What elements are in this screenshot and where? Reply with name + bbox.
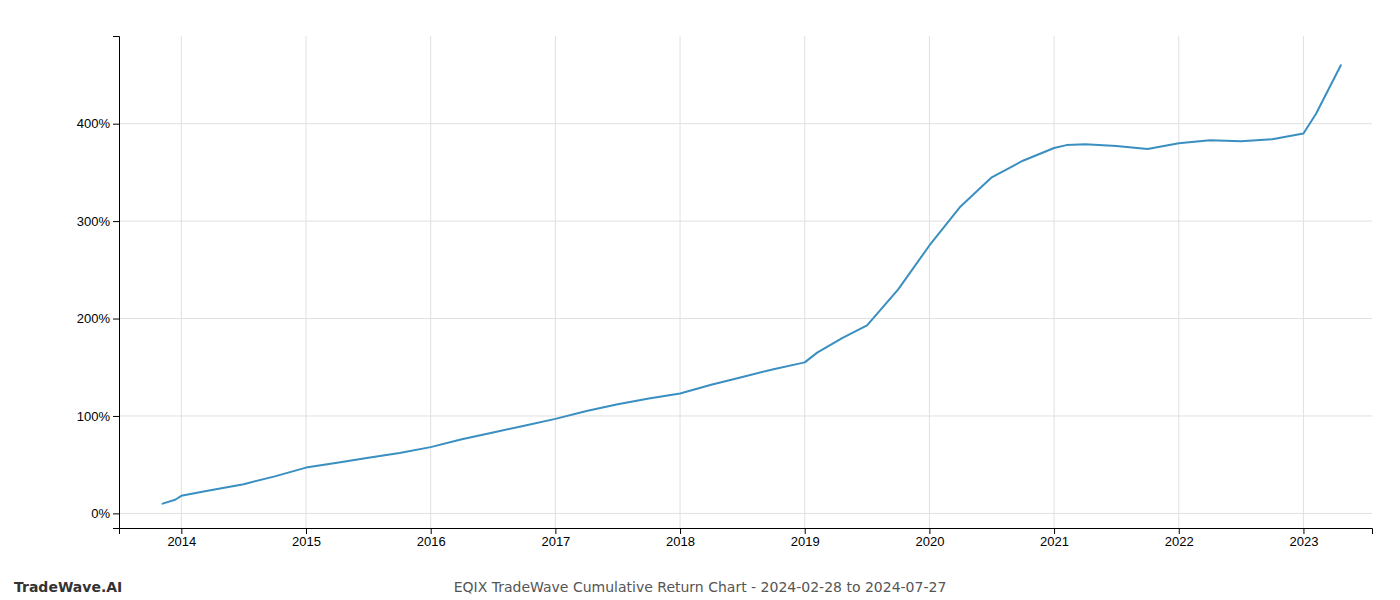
y-tick-label: 0% — [91, 506, 110, 521]
grid-line — [555, 36, 556, 528]
x-tick-mark — [431, 528, 432, 534]
x-tick: 2022 — [1165, 528, 1194, 549]
x-tick: 2017 — [541, 528, 570, 549]
grid-line — [119, 415, 1372, 416]
x-tick: 2016 — [417, 528, 446, 549]
x-tick-label: 2014 — [167, 534, 196, 549]
grid-line — [306, 36, 307, 528]
x-tick-label: 2017 — [541, 534, 570, 549]
grid-line — [181, 36, 182, 528]
x-tick-mark — [1054, 528, 1055, 534]
grid — [119, 36, 1372, 528]
x-tick-label: 2016 — [417, 534, 446, 549]
grid-line — [804, 36, 805, 528]
grid-line — [1054, 36, 1055, 528]
y-tick-label: 200% — [77, 311, 111, 326]
x-tick-mark — [555, 528, 556, 534]
x-tick: 2014 — [167, 528, 196, 549]
x-tick: 2021 — [1040, 528, 1069, 549]
x-tick-mark — [181, 528, 182, 534]
x-tick-label: 2019 — [791, 534, 820, 549]
x-tick-mark — [805, 528, 806, 534]
y-tick-label: 300% — [77, 214, 111, 229]
y-tick-mark — [113, 416, 119, 417]
y-tick-mark — [113, 221, 119, 222]
grid-line — [680, 36, 681, 528]
grid-line — [119, 123, 1372, 124]
grid-line — [430, 36, 431, 528]
x-tick-mark — [929, 528, 930, 534]
x-tick-label: 2020 — [915, 534, 944, 549]
y-axis-line — [113, 37, 120, 529]
marks — [163, 65, 1341, 503]
y-tick-label: 400% — [77, 116, 111, 131]
x-tick-mark — [306, 528, 307, 534]
y-tick-label: 100% — [77, 409, 111, 424]
grid-line — [119, 318, 1372, 319]
x-tick: 2018 — [666, 528, 695, 549]
y-tick: 400% — [77, 116, 119, 131]
y-tick-mark — [113, 124, 119, 125]
grid-line — [119, 221, 1372, 222]
y-tick-mark — [113, 513, 119, 514]
x-tick: 2015 — [292, 528, 321, 549]
x-tick: 2023 — [1289, 528, 1318, 549]
x-tick-mark — [1179, 528, 1180, 534]
x-tick-label: 2018 — [666, 534, 695, 549]
x-tick-label: 2022 — [1165, 534, 1194, 549]
x-tick-mark — [1303, 528, 1304, 534]
y-tick: 0% — [91, 506, 119, 521]
y-tick: 300% — [77, 214, 119, 229]
x-tick-mark — [680, 528, 681, 534]
x-axis-line — [120, 529, 1373, 535]
title: EQIX TradeWave Cumulative Return Chart -… — [454, 579, 947, 595]
x-tick-label: 2015 — [292, 534, 321, 549]
grid-line — [119, 513, 1372, 514]
y-axis: 0% 100% 200% 300% 400% — [77, 37, 120, 529]
y-tick: 200% — [77, 311, 119, 326]
x-axis: 2014 2015 2016 2017 2018 2019 2020 2021 2022 2023 — [120, 528, 1373, 549]
y-tick-mark — [113, 319, 119, 320]
grid-line — [1303, 36, 1304, 528]
x-tick: 2019 — [791, 528, 820, 549]
line — [163, 65, 1341, 503]
chart: 2014 2015 2016 2017 2018 2019 2020 2021 2022 2023… — [0, 0, 1400, 600]
y-tick: 100% — [77, 409, 119, 424]
x-tick: 2020 — [915, 528, 944, 549]
grid-line — [1178, 36, 1179, 528]
grid-line — [929, 36, 930, 528]
x-tick-label: 2023 — [1289, 534, 1318, 549]
watermark: TradeWave.AI — [14, 579, 122, 595]
x-tick-label: 2021 — [1040, 534, 1069, 549]
plot-area: 2014 2015 2016 2017 2018 2019 2020 2021 2022 2023… — [77, 36, 1373, 549]
